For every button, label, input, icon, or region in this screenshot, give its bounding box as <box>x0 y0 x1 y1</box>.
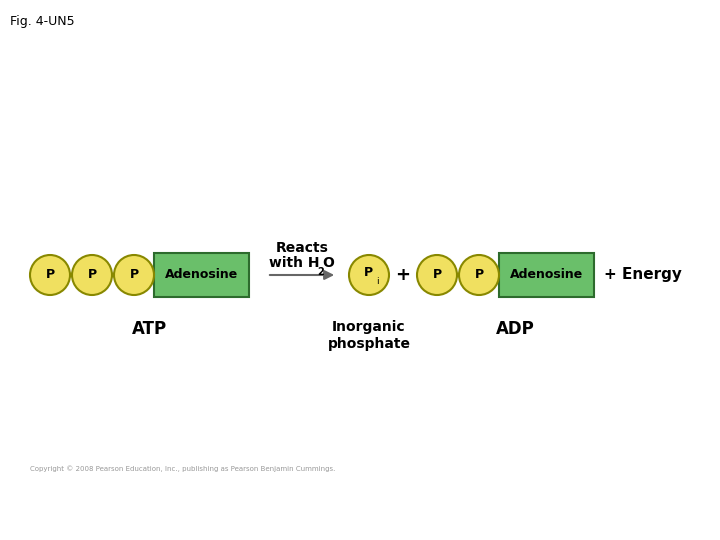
Text: P: P <box>45 268 55 281</box>
Text: Adenosine: Adenosine <box>510 268 583 281</box>
Text: i: i <box>376 276 378 286</box>
Text: ADP: ADP <box>496 320 535 338</box>
Text: P: P <box>474 268 484 281</box>
Text: P: P <box>364 267 372 280</box>
Text: Reacts: Reacts <box>276 241 328 255</box>
Text: P: P <box>130 268 138 281</box>
Text: Copyright © 2008 Pearson Education, Inc., publishing as Pearson Benjamin Cumming: Copyright © 2008 Pearson Education, Inc.… <box>30 465 336 471</box>
Bar <box>499 253 594 297</box>
Text: ATP: ATP <box>132 320 167 338</box>
Text: Fig. 4-UN5: Fig. 4-UN5 <box>10 15 75 28</box>
Text: with H: with H <box>269 256 319 270</box>
Text: 2: 2 <box>318 267 325 277</box>
Circle shape <box>349 255 389 295</box>
Circle shape <box>114 255 154 295</box>
Circle shape <box>459 255 499 295</box>
Text: O: O <box>322 256 334 270</box>
Circle shape <box>417 255 457 295</box>
Circle shape <box>72 255 112 295</box>
Circle shape <box>30 255 70 295</box>
Text: P: P <box>87 268 96 281</box>
Text: + Energy: + Energy <box>604 267 682 282</box>
Text: Inorganic
phosphate: Inorganic phosphate <box>328 320 410 352</box>
Text: Adenosine: Adenosine <box>165 268 238 281</box>
Text: P: P <box>433 268 441 281</box>
Text: +: + <box>395 266 410 284</box>
Bar <box>154 253 249 297</box>
